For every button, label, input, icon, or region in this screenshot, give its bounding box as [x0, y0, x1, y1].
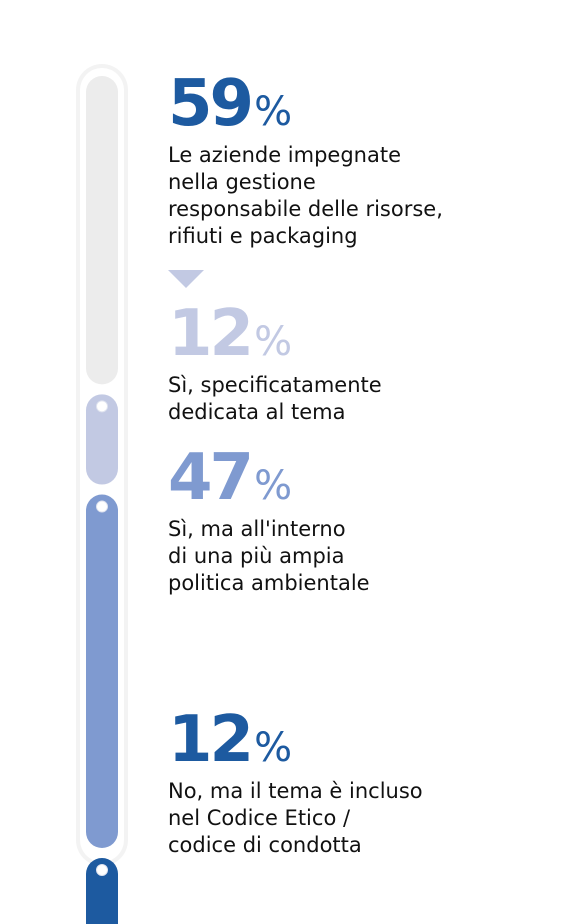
stat-code-label: No, ma il tema è incluso nel Codice Etic… [168, 779, 423, 857]
stat-code-number: 12 [168, 703, 254, 777]
stat-environmental-value: 47% [168, 446, 370, 510]
stat-code: 12% No, ma il tema è incluso nel Codice … [168, 708, 423, 859]
stat-environmental: 47% Sì, ma all'interno di una più ampia … [168, 446, 370, 597]
stat-total: 59% Le aziende impegnate nella gestione … [168, 72, 443, 250]
pointer-triangle-icon [168, 270, 204, 288]
gauge-segment-code [86, 858, 118, 924]
stat-total-label: Le aziende impegnate nella gestione resp… [168, 143, 443, 248]
gauge-segment-environmental-marker [96, 500, 108, 513]
stat-specific-number: 12 [168, 297, 254, 371]
stat-total-percent: % [254, 89, 293, 135]
stat-specific-percent: % [254, 319, 293, 365]
stat-code-percent: % [254, 725, 293, 771]
stat-total-number: 59 [168, 67, 254, 141]
stat-specific-label: Sì, specificatamente dedicata al tema [168, 373, 382, 424]
gauge-segment-remainder [86, 76, 118, 385]
gauge-segment-environmental [86, 494, 118, 848]
stat-code-value: 12% [168, 708, 423, 772]
stat-total-value: 59% [168, 72, 443, 136]
stat-specific: 12% Sì, specificatamente dedicata al tem… [168, 302, 382, 426]
gauge-segment-specific [86, 394, 118, 485]
stat-environmental-label: Sì, ma all'interno di una più ampia poli… [168, 517, 370, 595]
stat-environmental-percent: % [254, 463, 293, 509]
stat-specific-value: 12% [168, 302, 382, 366]
gauge-segment-code-marker [96, 864, 108, 876]
stat-environmental-number: 47 [168, 441, 254, 515]
gauge-segment-specific-marker [96, 400, 108, 413]
